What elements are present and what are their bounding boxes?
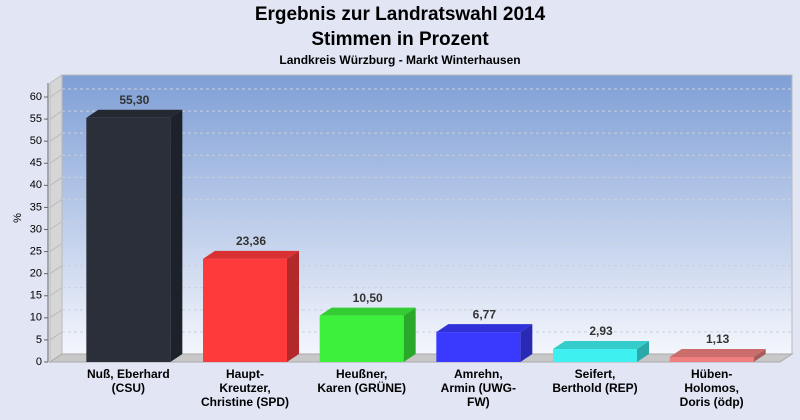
x-tick-label: Seifert, Berthold (REP) <box>552 367 637 395</box>
bar <box>86 117 171 362</box>
grid-line <box>49 221 63 230</box>
bar-side <box>403 307 416 362</box>
x-tick-label: Heußner, Karen (GRÜNE) <box>317 367 406 395</box>
grid-line <box>49 243 63 252</box>
bar <box>669 357 754 362</box>
y-tick-label: 15 <box>30 290 42 302</box>
bar <box>203 258 287 362</box>
bar-side <box>637 341 649 362</box>
value-label: 6,77 <box>473 307 497 321</box>
value-label: 10,50 <box>353 291 383 305</box>
grid-line <box>49 132 63 142</box>
bar-top <box>553 341 649 350</box>
y-tick-label: 10 <box>30 312 42 324</box>
grid-line <box>49 176 63 186</box>
y-axis-label: % <box>12 213 24 223</box>
grid-line <box>49 88 63 98</box>
bar-top <box>203 250 299 259</box>
value-label: 1,13 <box>706 332 730 346</box>
bar-top <box>319 307 416 316</box>
bar-side <box>287 250 299 362</box>
grid-line <box>49 154 63 164</box>
bar-top <box>86 109 183 118</box>
y-tick-label: 20 <box>30 268 42 280</box>
y-tick-label: 0 <box>36 356 42 368</box>
y-tick-label: 30 <box>30 223 42 235</box>
grid-line <box>49 287 63 297</box>
y-tick-label: 50 <box>30 135 42 147</box>
x-tick-label: Hüben-Holomos, Doris (ödp) <box>680 367 744 409</box>
grid-line <box>49 199 63 208</box>
bar <box>553 349 637 362</box>
value-label: 2,93 <box>589 324 613 338</box>
grid-line <box>49 309 63 319</box>
chart-title: Ergebnis zur Landratswahl 2014 <box>255 4 546 25</box>
x-tick-label: Amrehn, Armin (UWG-FW) <box>441 367 516 409</box>
value-label: 23,36 <box>236 234 266 248</box>
y-tick-label: 5 <box>36 334 42 346</box>
bar-side <box>170 109 183 362</box>
bar-top <box>669 349 766 358</box>
y-tick-label: 40 <box>30 179 42 191</box>
x-tick-label: Nuß, Eberhard (CSU) <box>87 367 170 395</box>
y-tick-label: 60 <box>30 91 42 103</box>
bar <box>436 332 521 362</box>
grid-line <box>49 265 63 275</box>
bar-side <box>753 349 766 362</box>
y-tick-label: 35 <box>30 201 42 213</box>
bar-top <box>436 324 533 333</box>
y-tick-label: 55 <box>30 113 42 125</box>
y-tick-label: 45 <box>30 157 42 169</box>
x-tick-label: Haupt-Kreutzer, Christine (SPD) <box>201 367 289 409</box>
grid-line <box>49 331 63 341</box>
bar <box>319 315 404 362</box>
chart-caption: Landkreis Würzburg - Markt Winterhausen <box>279 53 520 67</box>
chart-subtitle: Stimmen in Prozent <box>311 29 489 50</box>
grid-line <box>49 110 63 120</box>
bar-side <box>520 324 533 362</box>
y-tick-label: 25 <box>30 245 42 257</box>
value-label: 55,30 <box>119 93 149 107</box>
